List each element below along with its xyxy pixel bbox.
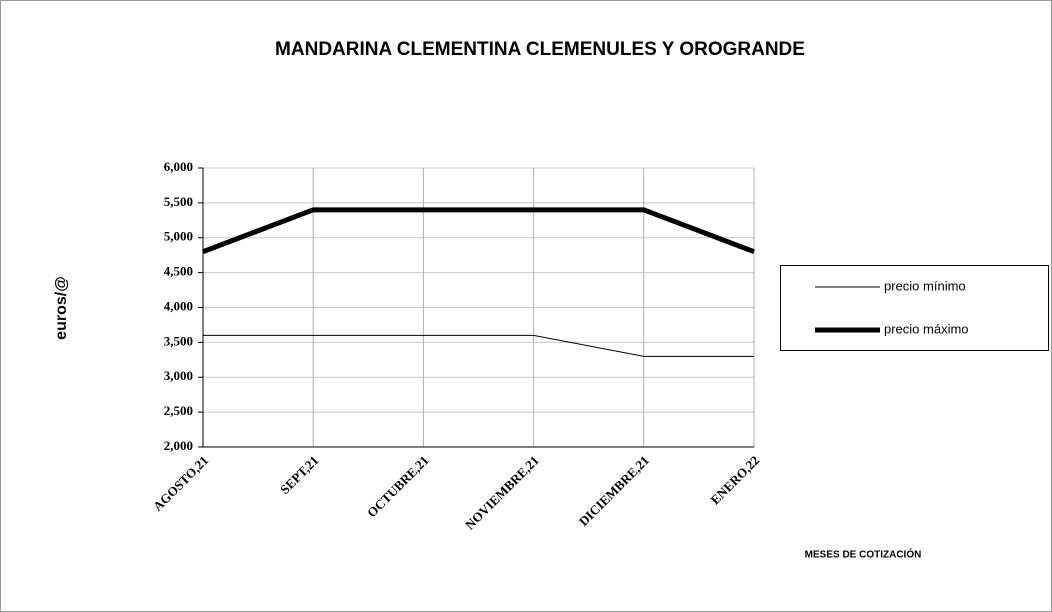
legend-label: precio máximo — [884, 321, 969, 336]
y-tick-label: 4,000 — [164, 298, 193, 313]
series-line — [202, 207, 755, 255]
legend-label: precio mínimo — [884, 278, 966, 293]
y-tick-label: 2,500 — [164, 403, 193, 418]
y-tick-label: 6,000 — [164, 159, 193, 174]
chart-title: MANDARINA CLEMENTINA CLEMENULES Y OROGRA… — [275, 39, 805, 60]
y-tick-label: 5,500 — [164, 194, 193, 209]
y-tick-label: 2,000 — [164, 438, 193, 453]
y-tick-label: 3,500 — [164, 333, 193, 348]
y-tick-label: 3,000 — [164, 368, 193, 383]
y-tick-label: 4,500 — [164, 264, 193, 279]
y-tick-label: 5,000 — [164, 229, 193, 244]
y-axis-label: euros/@ — [53, 276, 70, 340]
x-axis-label: MESES DE COTIZACIÓN — [805, 548, 922, 561]
series-line — [203, 334, 754, 357]
legend-box — [780, 265, 1049, 351]
